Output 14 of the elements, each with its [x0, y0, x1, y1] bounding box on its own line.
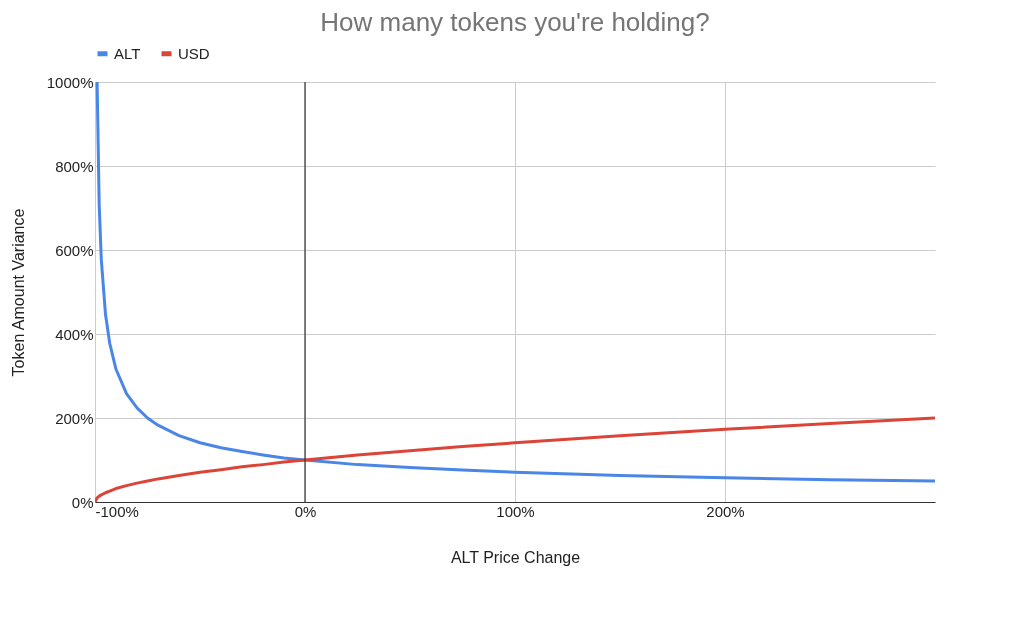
y-tick-label: 200% — [55, 409, 94, 427]
x-tick-label: 0% — [294, 502, 317, 520]
legend-label: ALT — [114, 44, 141, 62]
x-tick-label: -100% — [95, 502, 139, 520]
y-tick-label: 600% — [55, 241, 94, 259]
y-tick-label: 800% — [55, 157, 94, 175]
x-axis-title: ALT Price Change — [450, 548, 581, 566]
chart-title: How many tokens you're holding? — [320, 7, 710, 37]
legend-label: USD — [178, 44, 210, 62]
y-tick-label: 1000% — [46, 73, 94, 91]
y-axis-title: Token Amount Variance — [9, 208, 27, 377]
x-tick-label: 200% — [706, 502, 745, 520]
x-tick-label: 100% — [496, 502, 535, 520]
y-tick-label: 400% — [55, 325, 94, 343]
